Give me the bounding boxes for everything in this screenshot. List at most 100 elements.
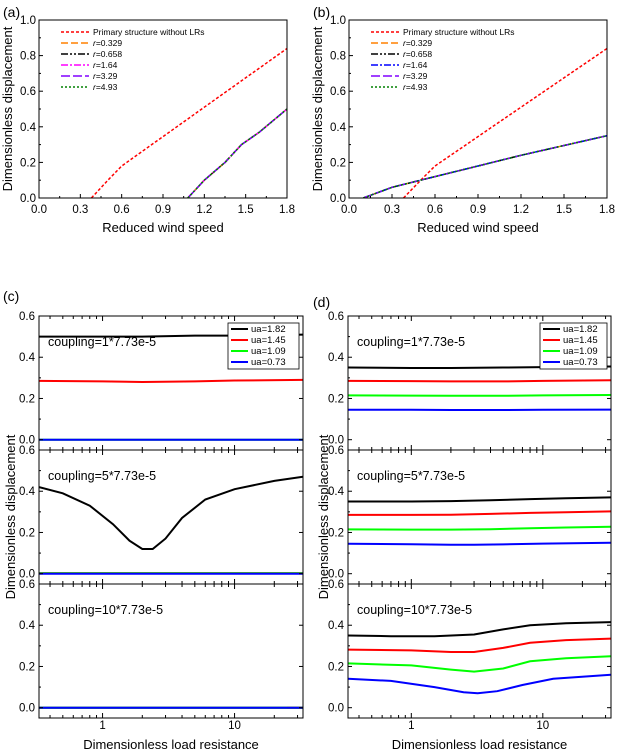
legend-label: r=0.658 [93,49,122,59]
panel-label: (b) [313,4,330,20]
x-tick-label: 1.8 [279,204,295,216]
x-axis-label: Reduced wind speed [102,220,223,235]
x-tick-label: 0.6 [427,204,443,216]
series-group [363,47,607,198]
y-tick-label: 0.2 [19,393,35,405]
x-tick-label: 1.2 [513,204,529,216]
legend-label: r=3.29 [93,71,118,81]
series-group [348,496,611,546]
y-tick-label: 1.0 [20,15,36,27]
x-tick-label: 0.0 [341,204,357,216]
y-tick-label: 0.6 [328,445,344,457]
x-tick-label: 10 [536,720,549,732]
x-axis-label: Dimensionless load resistance [392,737,568,752]
y-tick-label: 0.4 [328,620,345,632]
y-tick-label: 0.4 [328,486,345,498]
legend-label: ua=1.09 [251,346,286,357]
x-tick-label: 0.0 [31,204,47,216]
panel-label: (d) [313,294,330,310]
series-line-ua-1-09 [348,394,611,397]
x-tick-label: 1.2 [196,204,212,216]
plot-frame [38,583,304,719]
series-line-r-0-329 [363,134,607,198]
y-tick-label: 0.2 [328,661,344,673]
series-line-ua-1-45 [348,379,611,383]
y-tick-label: 1.0 [330,15,346,27]
series-line-r-4-93 [363,134,607,198]
y-tick-label: 0.0 [330,193,346,205]
x-tick-label: 0.3 [384,204,400,216]
series-line-ua-1-82 [39,475,303,550]
y-tick-label: 0.6 [20,86,36,98]
series-line-ua-0-73 [348,541,611,546]
plot-frame [38,19,288,199]
y-tick-label: 0.0 [328,703,344,715]
series-line-ua-0-73 [348,673,611,695]
y-tick-label: 0.0 [328,569,344,581]
legend-label: ua=1.09 [563,346,598,357]
legend-label: Primary structure without LRs [403,27,514,37]
series-line-r-3-29 [363,134,607,198]
x-tick-label: 0.6 [114,204,130,216]
coupling-annotation: coupling=1*7.73e-5 [48,335,156,349]
x-tick-label: 1.8 [599,204,615,216]
x-tick-label: 10 [228,720,241,732]
y-tick-label: 0.6 [328,311,344,323]
series-group [348,365,611,411]
x-axis-label: Dimensionless load resistance [83,737,259,752]
series-line-ua-1-09 [348,655,611,673]
x-tick-label: 1 [408,720,414,732]
series-line-ua-1-82 [348,621,611,638]
coupling-annotation: coupling=5*7.73e-5 [48,469,156,483]
subplot-2: 0.0 0.2 0.4 0.6 coupling=5*7.73e-5 [19,445,304,585]
subplot-2: 0.0 0.2 0.4 0.6 coupling=5*7.73e-5 [328,445,612,585]
y-tick-label: 0.6 [330,86,346,98]
legend-label: r=4.93 [403,82,428,92]
x-tick-label: 0.9 [155,204,171,216]
series-line-ua-1-45 [348,510,611,516]
series-line-ua-1-45 [348,637,611,653]
plot-frame [348,19,608,199]
y-tick-label: 0.6 [19,445,35,457]
y-tick-label: 0.4 [19,486,36,498]
panel-b: (b) 0.0 0.3 0.6 0.9 1.2 1.5 1.8 0.0 0.2 0.4 0.6 0.8 1… [310,4,615,235]
legend-label: ua=1.45 [251,335,286,346]
series-line-ua-1-09 [348,525,611,531]
y-tick-label: 0.2 [20,157,36,169]
y-axis-label: Dimensionless displacement [0,26,15,191]
series-group [90,47,287,198]
y-tick-label: 0.4 [330,122,347,134]
coupling-annotation: coupling=1*7.73e-5 [357,335,465,349]
y-tick-label: 0.0 [19,703,35,715]
series-line-r-0-658 [363,134,607,198]
coupling-annotation: coupling=10*7.73e-5 [357,603,472,617]
y-tick-label: 0.0 [19,435,35,447]
x-tick-label: 0.3 [72,204,88,216]
panel-c: (c)0.00.20.40.6coupling=1*7.73e-50.00.20… [3,288,304,752]
legend-label: r=0.329 [403,38,432,48]
coupling-annotation: coupling=10*7.73e-5 [48,603,163,617]
y-tick-label: 0.2 [330,157,346,169]
y-tick-label: 0.2 [19,661,35,673]
y-tick-label: 0.0 [328,435,344,447]
x-tick-label: 1.5 [238,204,254,216]
y-tick-label: 0.6 [328,579,344,591]
legend-label: ua=0.73 [563,357,598,368]
series-line-primary-structure-without-lrs [402,47,607,198]
y-tick-label: 0.2 [19,527,35,539]
legend-label: ua=1.45 [563,335,598,346]
x-axis-label: Reduced wind speed [417,220,538,235]
legend-label: ua=0.73 [251,357,286,368]
series-line-primary-structure-without-lrs [90,47,287,198]
y-tick-label: 0.6 [19,579,35,591]
legend-label: r=3.29 [403,71,428,81]
legend-label: ua=1.82 [563,324,598,335]
series-line-r-4-93 [187,108,287,198]
legend-label: r=4.93 [93,82,118,92]
subplot-3: 0.0 0.2 0.4 0.6 coupling=10*7.73e-5 [328,579,612,719]
y-tick-label: 0.2 [328,393,344,405]
series-group [348,621,611,695]
